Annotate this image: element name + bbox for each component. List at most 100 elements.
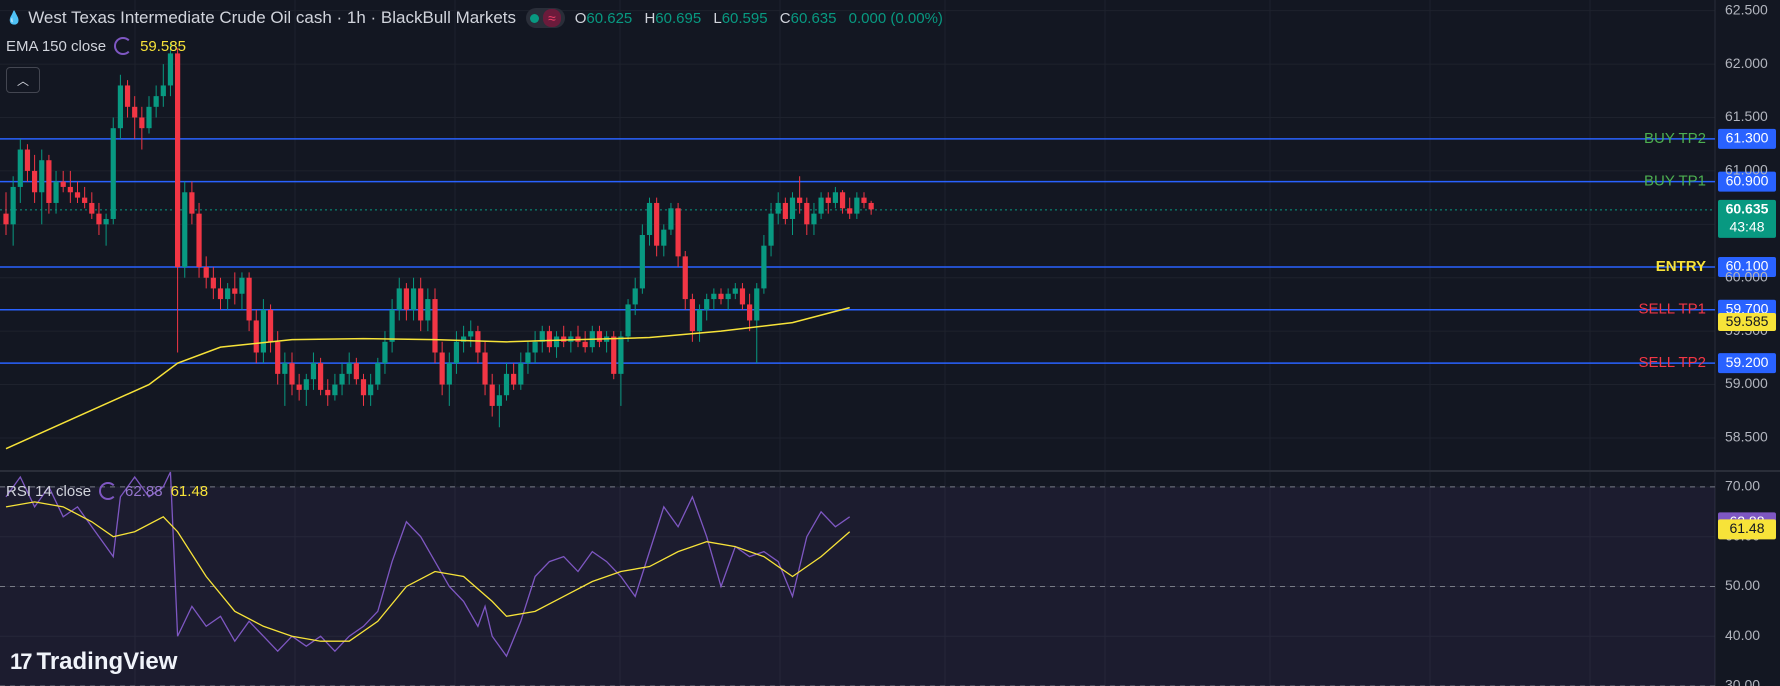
candle-body xyxy=(503,373,510,396)
candle-body xyxy=(303,379,309,390)
candle-body xyxy=(832,192,838,203)
candle-body xyxy=(10,186,16,225)
candle-body xyxy=(346,363,352,374)
price-axis-tick: 62.000 xyxy=(1725,55,1768,71)
rsi-band xyxy=(0,486,1715,686)
candle-body xyxy=(704,299,710,310)
candle-body xyxy=(24,149,31,171)
candle-body xyxy=(654,202,660,246)
price-axis-tick: 59.000 xyxy=(1725,375,1768,391)
candle-body xyxy=(189,192,195,214)
candle-body xyxy=(167,53,174,86)
candle-body xyxy=(789,197,796,219)
candle-body xyxy=(739,288,746,305)
collapse-legend-button[interactable]: ︿ xyxy=(6,67,40,93)
ohlc-readout: O60.625 H60.695 L60.595 C60.635 0.000 (0… xyxy=(575,10,951,27)
candle-body xyxy=(96,213,102,225)
candle-body xyxy=(625,304,631,337)
candle-body xyxy=(124,85,131,107)
candle-body xyxy=(539,331,545,342)
candle-body xyxy=(639,235,645,289)
open-label: O xyxy=(574,9,587,27)
candle-body xyxy=(253,320,259,353)
level-price-text: 60.100 xyxy=(1726,258,1769,274)
high-value: 60.695 xyxy=(655,9,702,27)
candle-body xyxy=(782,202,788,219)
candle-body xyxy=(804,202,810,225)
level-price-text: 60.900 xyxy=(1726,172,1769,188)
candle-body xyxy=(797,197,803,203)
candle-body xyxy=(425,299,431,321)
candle-body xyxy=(225,288,231,300)
candle-body xyxy=(847,208,853,214)
candle-body xyxy=(582,341,588,348)
candle-body xyxy=(310,363,317,380)
candle-body xyxy=(811,213,817,225)
ema-legend-value: 59.585 xyxy=(140,37,186,55)
candle-body xyxy=(82,197,88,203)
candle-body xyxy=(153,96,159,107)
level-price-tag xyxy=(1718,171,1776,192)
candle-body xyxy=(396,288,402,310)
current-price-tag xyxy=(1718,199,1776,238)
candles xyxy=(3,42,874,428)
ema-legend-label: EMA 150 close xyxy=(6,37,107,55)
level-price-text: 59.200 xyxy=(1726,354,1769,370)
market-status-pill[interactable]: ≈ xyxy=(526,8,565,28)
candle-body xyxy=(110,128,116,219)
level-price-text: 59.700 xyxy=(1726,300,1769,316)
close-label: C xyxy=(779,9,791,27)
rsi-axis-tick: 70.00 xyxy=(1725,478,1760,494)
price-axis-tick: 58.500 xyxy=(1725,429,1768,445)
candle-body xyxy=(439,352,445,385)
candle-body xyxy=(711,293,717,300)
data-delay-icon: ≈ xyxy=(543,9,561,27)
tradingview-logo[interactable]: 17 TradingView xyxy=(10,648,177,676)
candle-body xyxy=(768,213,774,246)
ema-line xyxy=(5,306,850,450)
low-value: 60.595 xyxy=(721,9,768,27)
level-label: SELL TP1 xyxy=(1638,301,1706,318)
candle-body xyxy=(818,197,824,214)
candle-body xyxy=(17,149,23,187)
candle-body xyxy=(260,309,266,353)
refresh-icon[interactable] xyxy=(99,482,118,500)
low-label: L xyxy=(713,9,722,27)
candle-body xyxy=(239,277,245,294)
candle-body xyxy=(732,288,738,294)
candle-body xyxy=(132,106,138,118)
candle-body xyxy=(696,309,703,332)
candle-body xyxy=(675,208,681,257)
candle-body xyxy=(839,192,846,209)
candle-body xyxy=(446,363,452,385)
candle-body xyxy=(747,304,753,321)
candle-body xyxy=(360,379,367,396)
tradingview-logo-text: TradingView xyxy=(36,648,178,675)
oil-drop-icon: 💧 xyxy=(6,10,23,25)
refresh-icon[interactable] xyxy=(114,37,133,55)
candle-body xyxy=(432,299,438,353)
candle-body xyxy=(282,363,288,374)
ema-legend[interactable]: EMA 150 close 59.585 xyxy=(6,37,186,55)
rsi-ma-price-tag xyxy=(1718,519,1776,540)
candle-body xyxy=(60,181,66,187)
candle-body xyxy=(868,202,874,210)
rsi-axis-tick: 30.00 xyxy=(1725,677,1760,686)
candle-body xyxy=(289,363,295,385)
countdown-text: 43:48 xyxy=(1729,219,1764,235)
candle-body xyxy=(275,341,281,374)
rsi-legend[interactable]: RSI 14 close 62.88 61.48 xyxy=(6,482,208,500)
candle-body xyxy=(546,331,552,348)
market-open-icon xyxy=(530,13,540,23)
candle-body xyxy=(475,331,481,353)
level-label: BUY TP2 xyxy=(1644,130,1706,147)
candle-body xyxy=(375,363,381,385)
candle-body xyxy=(861,197,867,203)
candle-body xyxy=(103,218,109,225)
symbol-title[interactable]: West Texas Intermediate Crude Oil cash ·… xyxy=(28,8,517,27)
candle-body xyxy=(339,373,345,385)
level-label: ENTRY xyxy=(1656,258,1706,275)
candle-body xyxy=(403,288,409,310)
candle-body xyxy=(532,341,538,353)
